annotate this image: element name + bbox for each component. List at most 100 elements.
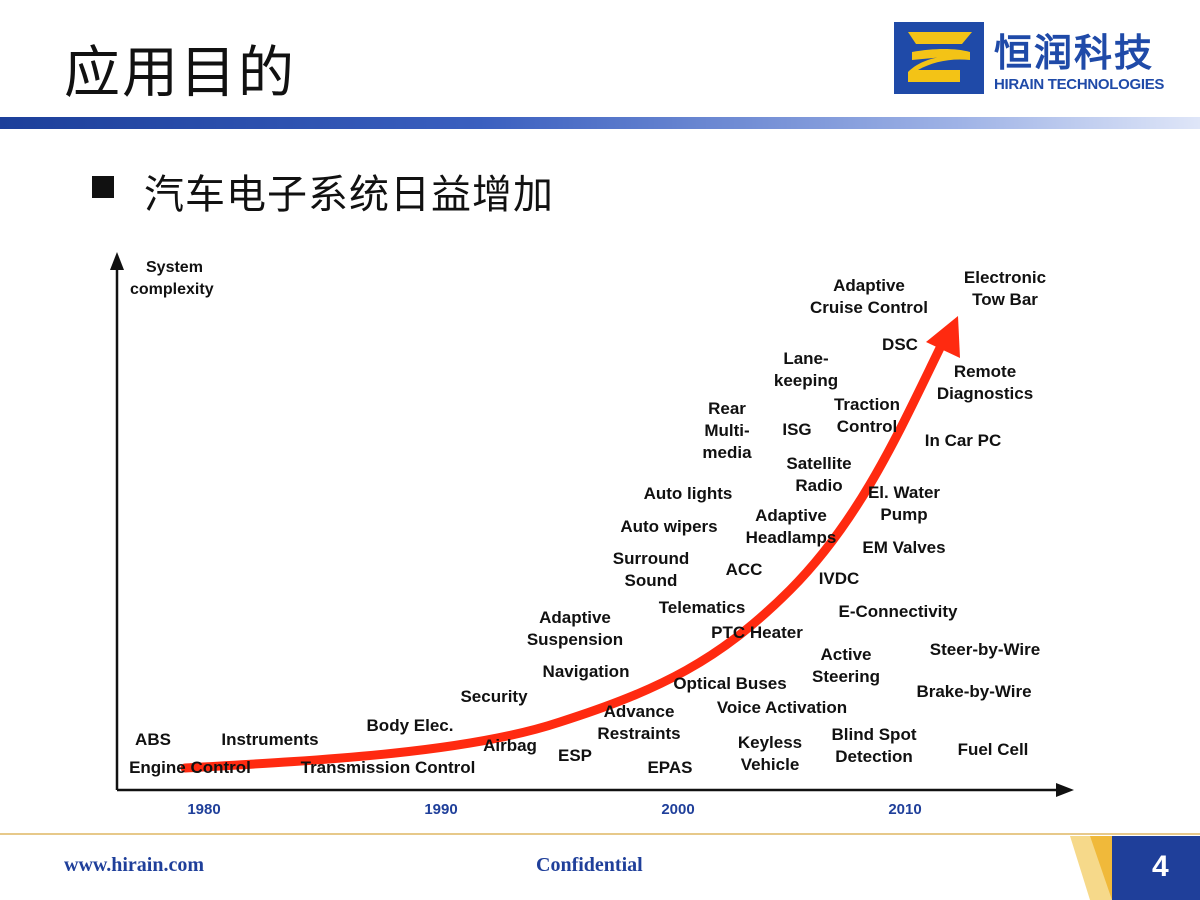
feature-label-line: E-Connectivity <box>838 602 958 621</box>
feature-label-line: Multi- <box>704 421 749 440</box>
feature-label-line: Advance <box>604 702 675 721</box>
feature-label-line: Remote <box>954 362 1016 381</box>
feature-label-line: Transmission Control <box>301 758 476 777</box>
feature-label-line: DSC <box>882 335 918 354</box>
company-logo: 恒润科技 HIRAIN TECHNOLOGIES <box>894 22 1184 98</box>
feature-label: Engine Control <box>129 758 251 777</box>
feature-label-line: Active <box>820 645 871 664</box>
logo-chinese-name: 恒润科技 <box>994 31 1155 75</box>
feature-label-line: Fuel Cell <box>958 740 1029 759</box>
y-axis-label-line: complexity <box>130 281 214 298</box>
x-axis-tick-label: 2000 <box>661 801 694 818</box>
feature-label-line: Traction <box>834 395 900 414</box>
x-axis-tick-label: 2010 <box>888 801 921 818</box>
y-axis-arrow-icon <box>110 252 124 270</box>
feature-label-line: Body Elec. <box>367 716 454 735</box>
feature-label-line: Auto lights <box>644 484 733 503</box>
feature-label-line: Rear <box>708 399 746 418</box>
feature-label: Voice Activation <box>717 698 847 717</box>
feature-label-line: In Car PC <box>925 431 1002 450</box>
feature-label-line: Airbag <box>483 736 537 755</box>
feature-label: Active Steering <box>812 645 880 686</box>
x-axis-tick-label: 1980 <box>187 801 220 818</box>
growth-arrow-head-icon <box>926 316 960 358</box>
feature-label-line: El. Water <box>868 483 940 502</box>
feature-labels: ABS Engine Control Instruments Transmission… <box>129 268 1046 777</box>
y-axis-label-line: System <box>146 259 203 276</box>
feature-label-line: Telematics <box>659 598 746 617</box>
feature-label: ABS <box>135 730 171 749</box>
feature-label-line: Security <box>460 687 528 706</box>
growth-arrow <box>180 316 960 773</box>
feature-label: EM Valves <box>862 538 945 557</box>
feature-label: Navigation <box>543 662 630 681</box>
feature-label: Brake-by-Wire <box>916 682 1031 701</box>
feature-label-line: Adaptive <box>833 276 905 295</box>
x-axis-arrow-icon <box>1056 783 1074 797</box>
feature-label-line: Pump <box>880 505 927 524</box>
page-title: 应用目的 <box>64 41 296 106</box>
feature-label-line: Control <box>837 417 897 436</box>
footer-divider <box>0 833 1200 835</box>
feature-label-line: Voice Activation <box>717 698 847 717</box>
feature-label-line: Engine Control <box>129 758 251 777</box>
feature-label-line: Radio <box>795 476 842 495</box>
feature-label-line: EPAS <box>647 758 692 777</box>
y-axis-label: System complexity <box>130 259 214 298</box>
feature-label: Electronic Tow Bar <box>964 268 1046 309</box>
feature-label-line: Headlamps <box>746 528 837 547</box>
feature-label-line: Sound <box>625 571 678 590</box>
feature-label: E-Connectivity <box>838 602 958 621</box>
x-axis-tick-label: 1990 <box>424 801 457 818</box>
feature-label: Traction Control <box>834 395 900 436</box>
growth-arrow-shaft <box>180 343 945 773</box>
feature-label-line: keeping <box>774 371 838 390</box>
feature-label-line: Cruise Control <box>810 298 928 317</box>
feature-label: Instruments <box>221 730 318 749</box>
feature-label: Rear Multi-media <box>702 399 752 462</box>
feature-label-line: Satellite <box>786 454 851 473</box>
hirain-logo-icon <box>894 22 984 94</box>
feature-label-line: Steering <box>812 667 880 686</box>
feature-label: Telematics <box>659 598 746 617</box>
feature-label-line: Blind Spot <box>832 725 917 744</box>
footer-confidential: Confidential <box>536 854 643 876</box>
page-number: 4 <box>1152 850 1169 883</box>
feature-label-line: Brake-by-Wire <box>916 682 1031 701</box>
feature-label: Surround Sound <box>613 549 690 590</box>
feature-label-line: Vehicle <box>741 755 800 774</box>
feature-label-line: Optical Buses <box>673 674 786 693</box>
feature-label-line: Surround <box>613 549 690 568</box>
feature-label: DSC <box>882 335 918 354</box>
feature-label-line: IVDC <box>819 569 860 588</box>
feature-label: Airbag <box>483 736 537 755</box>
feature-label: ESP <box>558 746 592 765</box>
feature-label: Lane-keeping <box>774 349 838 390</box>
feature-label: Security <box>460 687 528 706</box>
feature-label: Remote Diagnostics <box>937 362 1033 403</box>
feature-label: Optical Buses <box>673 674 786 693</box>
bullet-square-icon <box>92 176 114 198</box>
feature-label-line: ABS <box>135 730 171 749</box>
feature-label-line: ESP <box>558 746 592 765</box>
feature-label: IVDC <box>819 569 860 588</box>
feature-label: Satellite Radio <box>786 454 851 495</box>
feature-label-line: media <box>702 443 752 462</box>
feature-label-line: EM Valves <box>862 538 945 557</box>
feature-label: In Car PC <box>925 431 1002 450</box>
logo-english-name: HIRAIN TECHNOLOGIES <box>994 76 1165 93</box>
feature-label: ACC <box>726 560 763 579</box>
footer-url-link[interactable]: www.hirain.com <box>64 854 204 876</box>
feature-label-line: PTC Heater <box>711 623 803 642</box>
feature-label: Transmission Control <box>301 758 476 777</box>
feature-label: Steer-by-Wire <box>930 640 1040 659</box>
bullet-point-text: 汽车电子系统日益增加 <box>144 172 554 218</box>
feature-label: Blind Spot Detection <box>832 725 917 766</box>
feature-label: Keyless Vehicle <box>738 733 802 774</box>
page-number-box <box>1112 836 1200 900</box>
feature-label: EPAS <box>647 758 692 777</box>
feature-label: Adaptive Cruise Control <box>810 276 928 317</box>
feature-label-line: Suspension <box>527 630 623 649</box>
feature-label-line: Lane- <box>783 349 828 368</box>
feature-label: El. Water Pump <box>868 483 940 524</box>
